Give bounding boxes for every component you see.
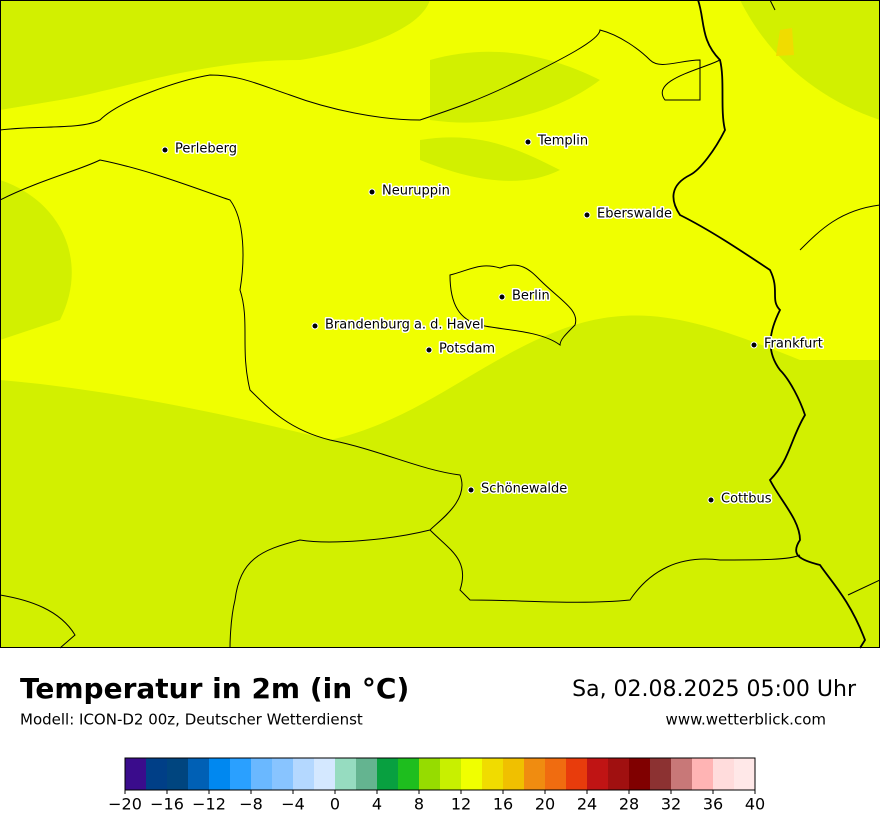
temp-area — [776, 28, 794, 56]
colorbar-segment — [356, 758, 377, 790]
colorbar-segment — [524, 758, 545, 790]
colorbar-segment — [503, 758, 524, 790]
colorbar-tick-label: 24 — [577, 795, 597, 814]
city-label: Perleberg — [175, 142, 237, 157]
colorbar: −20 −16 −12 −8 −4 0 4 8 12 16 20 24 28 32 36 40 — [108, 757, 765, 814]
map — [0, 0, 880, 649]
colorbar-segment — [377, 758, 398, 790]
colorbar-tick-label: 8 — [414, 795, 424, 814]
colorbar-segment — [146, 758, 167, 790]
colorbar-tick-label: −4 — [281, 795, 305, 814]
colorbar-segment — [734, 758, 755, 790]
colorbar-segment — [671, 758, 692, 790]
colorbar-tick-label: 16 — [493, 795, 513, 814]
state-border — [769, 0, 776, 11]
temp-area — [430, 51, 600, 123]
colorbar-tick-label: 20 — [535, 795, 555, 814]
city-dot — [311, 322, 319, 330]
city-dot — [583, 211, 591, 219]
model-info: Modell: ICON-D2 00z, Deutscher Wetterdie… — [20, 711, 363, 729]
colorbar-segment — [167, 758, 188, 790]
colorbar-segment — [314, 758, 335, 790]
colorbar-segment — [251, 758, 272, 790]
city-dot — [498, 293, 506, 301]
datetime: Sa, 02.08.2025 05:00 Uhr — [572, 677, 857, 702]
temp-area — [0, 0, 430, 110]
colorbar-segment — [209, 758, 230, 790]
temp-area — [740, 0, 880, 120]
city-label: Berlin — [512, 289, 550, 304]
colorbar-tick-label: 32 — [661, 795, 681, 814]
colorbar-segment — [650, 758, 671, 790]
city-dot — [524, 138, 532, 146]
city-label: Potsdam — [439, 342, 495, 357]
website: www.wetterblick.com — [666, 711, 826, 729]
colorbar-tick-label: 40 — [745, 795, 765, 814]
colorbar-tick-label: −16 — [150, 795, 184, 814]
city-label: Cottbus — [721, 492, 772, 507]
state-border — [449, 264, 577, 346]
city-label: Schönewalde — [481, 482, 567, 497]
temp-area — [0, 315, 880, 648]
colorbar-segment — [335, 758, 356, 790]
colorbar-segment — [461, 758, 482, 790]
state-border — [0, 159, 463, 649]
colorbar-tick-label: 28 — [619, 795, 639, 814]
colorbar-segment — [629, 758, 650, 790]
colorbar-segment — [188, 758, 209, 790]
national-border — [672, 0, 866, 649]
colorbar-tick-label: −20 — [108, 795, 142, 814]
colorbar-segment — [692, 758, 713, 790]
city-dot — [161, 146, 169, 154]
city-label: Templin — [537, 134, 588, 149]
city-label: Neuruppin — [382, 184, 450, 199]
colorbar-segment — [482, 758, 503, 790]
colorbar-segment — [230, 758, 251, 790]
colorbar-segment — [398, 758, 419, 790]
colorbar-tick-label: 4 — [372, 795, 382, 814]
colorbar-segment — [272, 758, 293, 790]
state-border — [0, 29, 721, 131]
city-label: Brandenburg a. d. Havel — [325, 318, 484, 333]
colorbar-segment — [440, 758, 461, 790]
colorbar-tick-label: 0 — [330, 795, 340, 814]
state-border — [429, 529, 801, 603]
city-dot — [467, 486, 475, 494]
temp-area — [420, 137, 560, 181]
city-dot — [368, 188, 376, 196]
colorbar-segment — [587, 758, 608, 790]
colorbar-segment — [566, 758, 587, 790]
city-dot — [425, 346, 433, 354]
colorbar-segment — [545, 758, 566, 790]
state-border — [0, 594, 76, 649]
colorbar-segment — [419, 758, 440, 790]
colorbar-tick-label: 36 — [703, 795, 723, 814]
colorbar-tick-label: 12 — [451, 795, 471, 814]
state-border — [847, 579, 880, 596]
title: Temperatur in 2m (in °C) — [20, 672, 409, 705]
city-label: Frankfurt — [764, 337, 823, 352]
city-dot — [707, 496, 715, 504]
colorbar-segment — [293, 758, 314, 790]
city-dot — [750, 341, 758, 349]
colorbar-segment — [608, 758, 629, 790]
colorbar-tick-label: −8 — [239, 795, 263, 814]
colorbar-segment — [125, 758, 146, 790]
colorbar-tick-label: −12 — [192, 795, 226, 814]
city-label: Eberswalde — [597, 207, 672, 222]
state-border — [799, 204, 880, 251]
colorbar-segment — [713, 758, 734, 790]
colorbar-frame — [124, 757, 756, 791]
temp-area — [0, 180, 72, 340]
city-labels: Perleberg Templin Neuruppin Eberswalde Berli… — [161, 132, 824, 508]
